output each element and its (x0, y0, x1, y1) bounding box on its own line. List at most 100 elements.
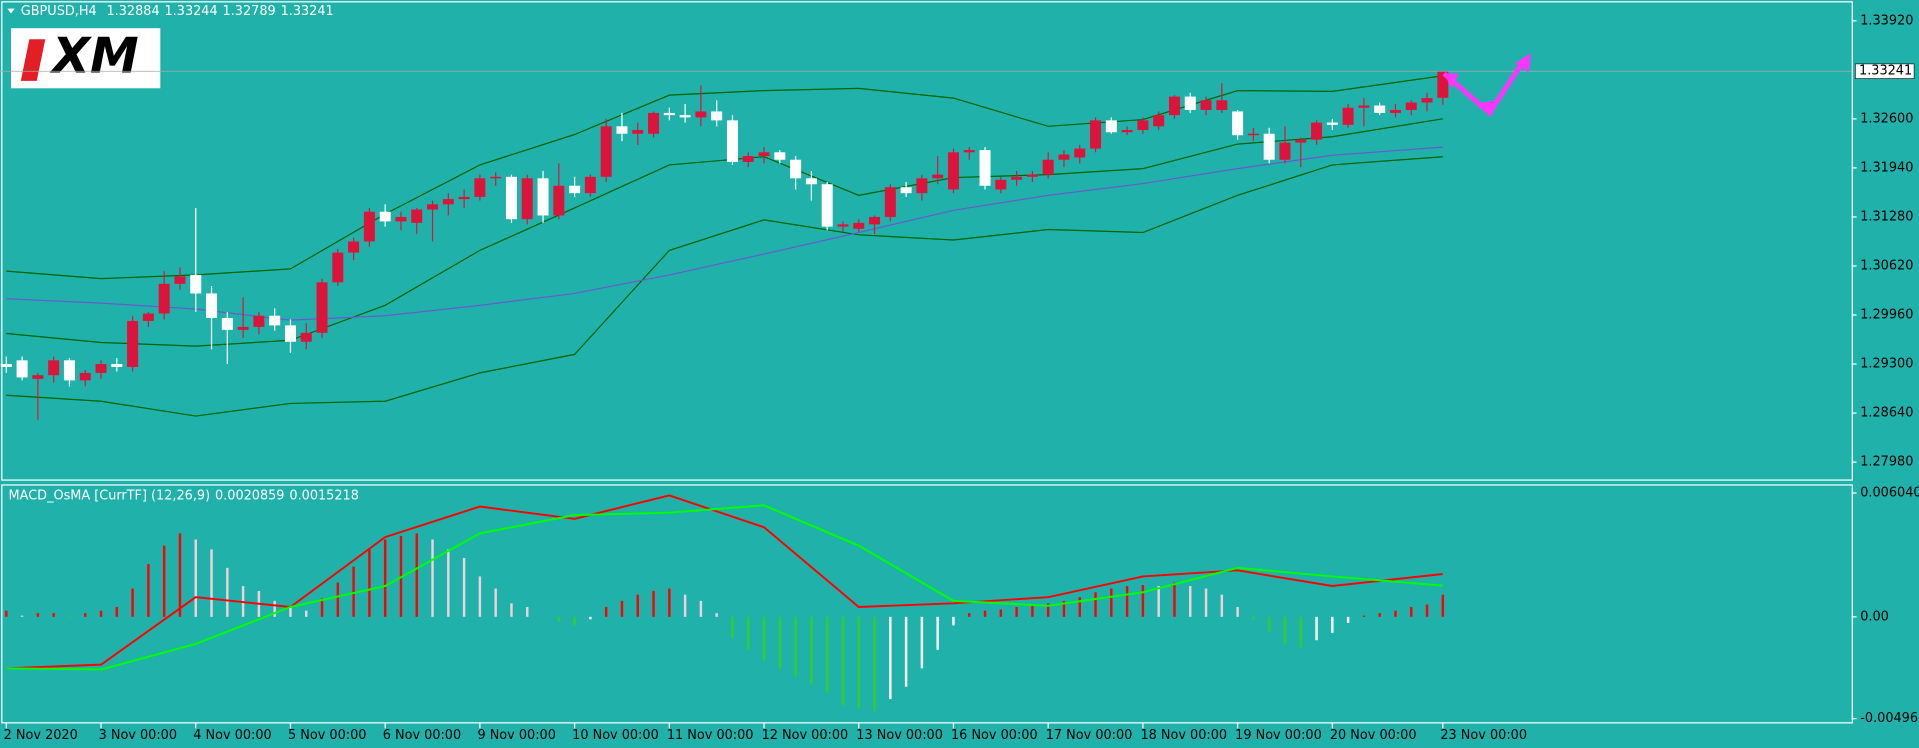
indicator-header: MACD_OsMA [CurrTF] (12,26,9) 0.0020859 0.0… (9, 488, 359, 503)
candle-body (206, 293, 218, 318)
candle-body (616, 126, 628, 134)
candle-body (1374, 105, 1386, 113)
high-value: 1.33244 (165, 4, 218, 19)
candle-body (726, 120, 738, 162)
candle-body (1405, 102, 1417, 110)
candle-body (111, 364, 123, 368)
candle-body (1168, 96, 1180, 116)
menu-triangle (7, 8, 15, 14)
candle-body (395, 216, 407, 222)
candle-body (1200, 100, 1212, 110)
candle-body (1421, 98, 1433, 103)
x-tick-label: 12 Nov 00:00 (762, 728, 849, 743)
x-tick-label: 19 Nov 00:00 (1235, 728, 1322, 743)
x-tick-label: 2 Nov 2020 (4, 728, 78, 743)
indicator-line (6, 156, 1443, 417)
y-tick-label: 1.32600 (1860, 111, 1913, 126)
candle-body (79, 372, 91, 381)
candle-body (853, 222, 865, 229)
candle-body (348, 241, 360, 253)
x-tick-label: 4 Nov 00:00 (193, 728, 271, 743)
x-tick-label: 5 Nov 00:00 (288, 728, 366, 743)
candle-body (411, 209, 423, 223)
x-tick-label: 16 Nov 00:00 (951, 728, 1038, 743)
candle-body (32, 375, 44, 379)
indicator-line (6, 118, 1443, 347)
candle-body (790, 159, 802, 179)
y-tick-label: 1.27980 (1860, 455, 1913, 470)
candle-body (505, 176, 517, 220)
logo-text: XM (49, 27, 138, 84)
x-tick-label: 18 Nov 00:00 (1140, 728, 1227, 743)
plot-layer: 1.33920 1.32600 1.31940 1.31280 1.30620 1.299… (0, 13, 1919, 743)
symbol-header: GBPUSD,H4 1.32884 1.33244 1.32789 1.33241 (21, 4, 334, 19)
candle-body (900, 187, 912, 194)
candle-body (237, 326, 249, 330)
candle-body (127, 320, 139, 368)
candle-body (1074, 148, 1086, 158)
candle-body (648, 112, 660, 134)
candle-body (521, 178, 533, 220)
candle-body (711, 111, 723, 121)
candle-body (221, 317, 233, 330)
candle-body (1121, 130, 1133, 133)
candle-body (379, 211, 391, 222)
candle-body (1011, 176, 1023, 180)
low-value: 1.32789 (223, 4, 276, 19)
candle-body (600, 126, 612, 177)
candle-body (174, 276, 186, 284)
candle-body (474, 178, 486, 197)
candle-body (269, 315, 281, 326)
y-tick-label: 0.00 (1860, 609, 1889, 624)
candle-body (663, 112, 675, 116)
x-tick-label: 17 Nov 00:00 (1046, 728, 1133, 743)
candle-body (1437, 71, 1449, 98)
x-tick-label: 3 Nov 00:00 (99, 728, 177, 743)
candle-body (584, 176, 596, 194)
candle-body (884, 187, 896, 217)
candle-body (442, 199, 454, 205)
candle-body (1263, 133, 1275, 160)
candle-body (0, 364, 12, 368)
candle-body (774, 152, 786, 160)
candle-body (758, 152, 770, 157)
candle-body (253, 315, 265, 327)
candle-body (1105, 120, 1117, 133)
candle-body (1247, 133, 1259, 136)
price-box (1855, 63, 1915, 79)
candle-body (1216, 100, 1228, 110)
y-tick-label: 1.30620 (1860, 258, 1913, 273)
y-tick-label: 1.29300 (1860, 357, 1913, 372)
candle-body (63, 360, 75, 381)
x-tick-label: 20 Nov 00:00 (1330, 728, 1417, 743)
candle-body (1311, 122, 1323, 140)
candle-body (316, 282, 328, 333)
candle-body (95, 364, 107, 373)
candle-body (158, 283, 170, 314)
candle-body (332, 252, 344, 283)
y-tick-label: 1.31940 (1860, 160, 1913, 175)
candle-body (742, 156, 754, 162)
candle-body (300, 332, 312, 342)
main-frame (1, 1, 1853, 481)
candle-body (821, 184, 833, 227)
candle-body (1326, 122, 1338, 125)
y-tick-label: 1.33920 (1860, 13, 1913, 28)
candle-body (1137, 120, 1149, 131)
candle-body (190, 274, 202, 294)
y-tick-label: 1.28640 (1860, 406, 1913, 421)
candle-body (963, 150, 975, 153)
x-tick-label: 10 Nov 00:00 (572, 728, 659, 743)
candle-body (458, 196, 470, 200)
x-tick-label: 9 Nov 00:00 (477, 728, 555, 743)
candle-body (284, 325, 296, 342)
candle-body (805, 178, 817, 185)
logo-slash (20, 39, 46, 81)
y-tick-label: -0.0049625 (1860, 711, 1919, 726)
candle-body (142, 313, 154, 321)
candle-body (932, 174, 944, 179)
candle-body (537, 178, 549, 216)
